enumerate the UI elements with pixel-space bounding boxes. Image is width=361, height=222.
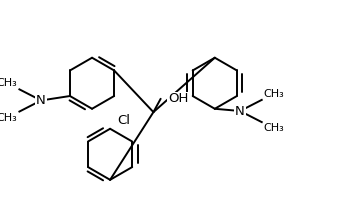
- Text: N: N: [36, 94, 46, 107]
- Text: CH₃: CH₃: [264, 89, 284, 99]
- Text: N: N: [235, 105, 245, 117]
- Text: CH₃: CH₃: [0, 113, 18, 123]
- Text: Cl: Cl: [117, 113, 130, 127]
- Text: CH₃: CH₃: [264, 123, 284, 133]
- Text: OH: OH: [168, 92, 188, 105]
- Text: CH₃: CH₃: [0, 78, 18, 88]
